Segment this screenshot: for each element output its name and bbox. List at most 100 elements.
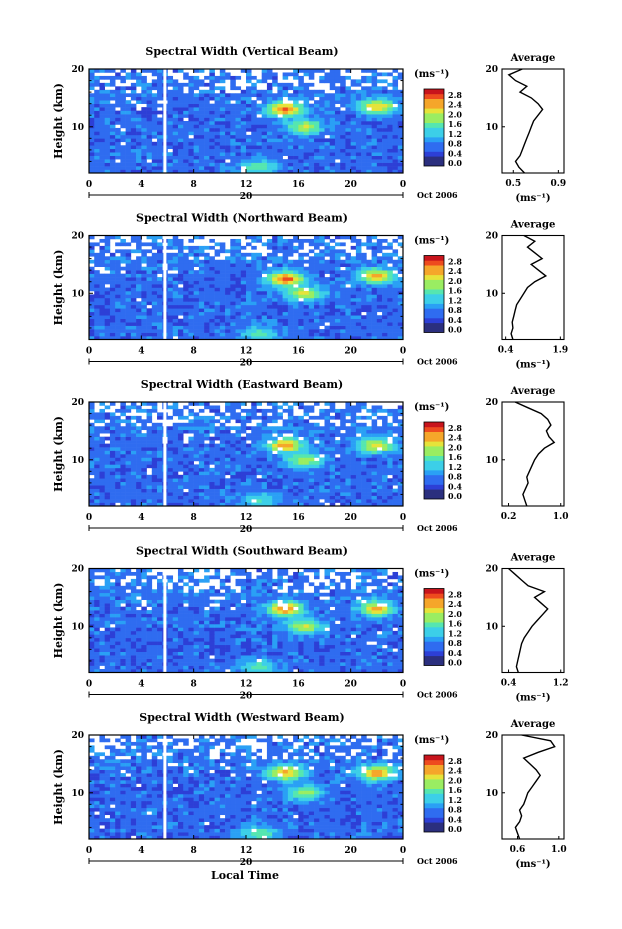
heatmap-cell <box>136 124 142 129</box>
heatmap-cell <box>177 131 184 136</box>
heatmap-cell <box>225 117 231 122</box>
heatmap-cell <box>94 280 100 285</box>
heatmap-cell <box>115 329 121 333</box>
heatmap-cell <box>214 405 221 410</box>
heatmap-cell <box>89 100 95 104</box>
heatmap-cell <box>214 121 221 125</box>
heatmap-cell <box>204 138 210 143</box>
heatmap-cell <box>99 238 105 243</box>
heatmap-cell <box>204 488 210 493</box>
heatmap-cell <box>303 460 310 465</box>
heatmap-cell <box>214 318 221 323</box>
heatmap-cell <box>115 422 121 427</box>
heatmap-cell <box>240 495 247 500</box>
heatmap-cell <box>94 454 100 458</box>
heatmap-cell <box>246 457 252 462</box>
heatmap-cell <box>146 110 153 115</box>
heatmap-cell <box>167 294 174 299</box>
heatmap-cell <box>204 75 210 80</box>
heatmap-cell <box>188 249 194 254</box>
heatmap-cell <box>109 124 116 129</box>
heatmap-cell <box>324 114 331 118</box>
heatmap-cell <box>324 412 331 417</box>
colorbar-tick-label: 0.4 <box>448 315 462 325</box>
heatmap-cell <box>261 412 268 417</box>
heatmap-cell <box>282 402 289 406</box>
heatmap-cell <box>272 259 278 264</box>
heatmap-cell <box>209 152 215 156</box>
heatmap-cell <box>308 471 315 476</box>
heatmap-cell <box>235 86 242 91</box>
heatmap-cell <box>272 485 278 489</box>
heatmap-cell <box>392 252 399 257</box>
heatmap-cell <box>235 325 242 330</box>
heatmap-cell <box>89 447 95 451</box>
heatmap-cell <box>392 464 399 469</box>
heatmap-cell <box>355 301 362 306</box>
heatmap-cell <box>350 235 357 240</box>
heatmap-cell <box>387 259 393 264</box>
heatmap-cell <box>371 460 378 465</box>
heatmap-cell <box>214 308 221 313</box>
heatmap-cell <box>293 325 299 330</box>
heatmap-cell <box>209 72 215 77</box>
heatmap-cell <box>266 121 273 125</box>
heatmap-cell <box>172 117 179 122</box>
heatmap-cell <box>188 412 194 417</box>
heatmap-cell <box>308 114 315 118</box>
heatmap-cell <box>350 412 357 417</box>
heatmap-cell <box>177 166 184 170</box>
heatmap-cell <box>225 457 231 462</box>
heatmap-cell <box>246 75 252 80</box>
heatmap-cell <box>193 131 200 136</box>
heatmap-cell <box>366 474 372 479</box>
heatmap-cell <box>246 124 252 129</box>
heatmap-cell <box>340 124 346 129</box>
heatmap-cell <box>198 287 205 292</box>
heatmap-cell <box>308 502 315 506</box>
heatmap-cell <box>146 502 153 506</box>
heatmap-cell <box>350 492 357 496</box>
heatmap-cell <box>240 273 247 278</box>
heatmap-cell <box>99 245 105 250</box>
heatmap-cell <box>350 280 357 285</box>
heatmap-cell <box>136 457 142 462</box>
heatmap-cell <box>261 460 268 465</box>
heatmap-cell <box>251 311 257 316</box>
heatmap-cell <box>287 166 294 170</box>
heatmap-cell <box>251 495 257 500</box>
heatmap-cell <box>104 155 111 160</box>
heatmap-cell <box>115 86 121 91</box>
heatmap-cell <box>314 454 320 458</box>
heatmap-cell <box>345 159 351 163</box>
heatmap-cell <box>266 329 273 333</box>
heatmap-cell <box>104 138 111 143</box>
heatmap-cell <box>340 259 346 264</box>
heatmap-cell <box>141 481 147 486</box>
heatmap-cell <box>246 252 252 257</box>
heatmap-cell <box>371 89 378 94</box>
heatmap-cell <box>204 322 210 326</box>
heatmap-cell <box>371 169 378 173</box>
heatmap-cell <box>235 429 242 434</box>
heatmap-cell <box>219 467 226 472</box>
heatmap-cell <box>177 124 184 129</box>
heatmap-cell <box>361 457 367 462</box>
heatmap-cell <box>261 110 268 115</box>
heatmap-cell <box>376 499 383 503</box>
heatmap-cell <box>115 464 121 469</box>
heatmap-cell <box>277 277 283 281</box>
heatmap-cell <box>345 460 351 465</box>
heatmap-cell <box>141 304 147 309</box>
heatmap-cell <box>219 100 226 104</box>
heatmap-cell <box>366 336 372 340</box>
heatmap-cell <box>214 294 221 299</box>
heatmap-cell <box>130 249 137 254</box>
heatmap-cell <box>183 256 189 261</box>
heatmap-cell <box>172 460 179 465</box>
heatmap-cell <box>308 336 315 340</box>
heatmap-cell <box>172 308 179 313</box>
heatmap-cell <box>329 166 336 170</box>
heatmap-cell <box>177 82 184 87</box>
heatmap-cell <box>172 166 179 170</box>
